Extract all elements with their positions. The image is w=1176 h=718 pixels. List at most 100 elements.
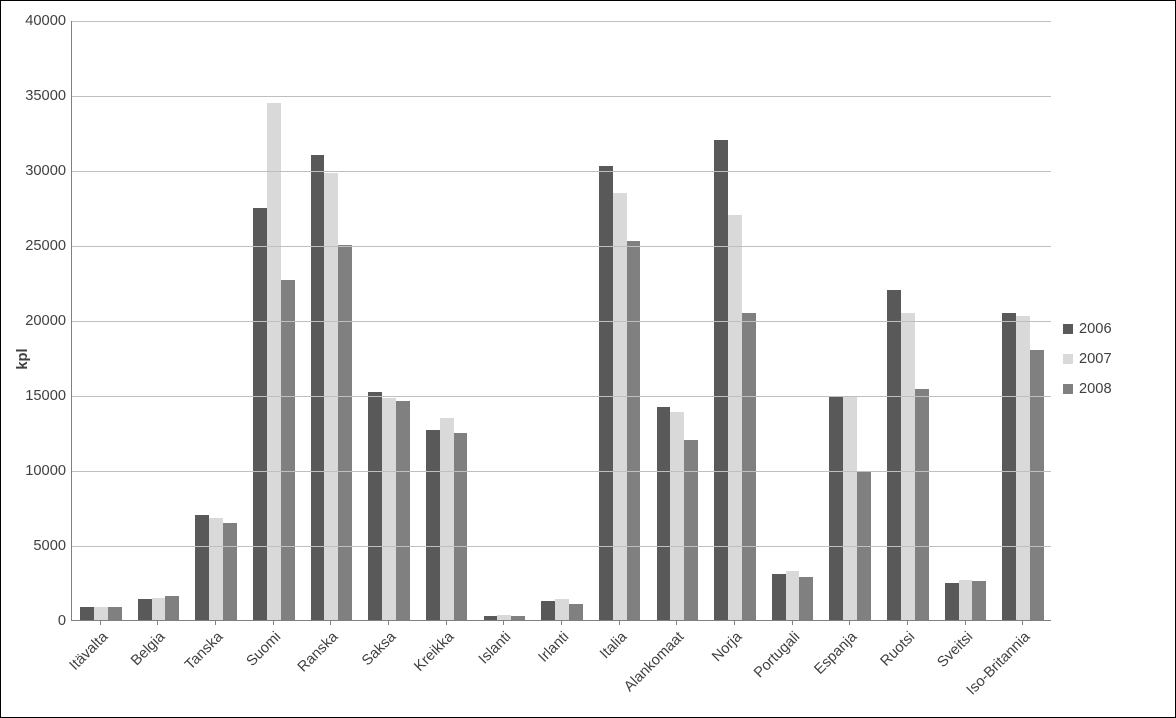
x-tick xyxy=(619,621,620,625)
x-tick xyxy=(273,621,274,625)
bar xyxy=(165,596,179,620)
grid-line xyxy=(72,546,1051,547)
x-tick xyxy=(503,621,504,625)
x-tick xyxy=(215,621,216,625)
bar xyxy=(627,241,641,621)
x-tick-label: Italia xyxy=(597,629,630,662)
x-tick xyxy=(330,621,331,625)
legend-item: 2006 xyxy=(1063,321,1112,337)
y-tick-label: 5000 xyxy=(33,538,72,554)
bar xyxy=(108,607,122,621)
y-tick-label: 15000 xyxy=(25,388,72,404)
x-tick-label: Irlanti xyxy=(536,629,573,666)
bar xyxy=(1030,350,1044,620)
x-tick xyxy=(676,621,677,625)
bar xyxy=(426,430,440,621)
bar xyxy=(195,515,209,620)
bar xyxy=(569,604,583,621)
bar xyxy=(253,208,267,621)
grid-line xyxy=(72,321,1051,322)
y-tick-label: 30000 xyxy=(25,163,72,179)
x-tick-label: Norja xyxy=(709,629,745,665)
bar xyxy=(223,523,237,621)
x-tick-label: Alankomaat xyxy=(622,629,688,695)
bar xyxy=(684,440,698,620)
bar xyxy=(945,583,959,621)
grid-line xyxy=(72,96,1051,97)
bar xyxy=(382,398,396,620)
bar xyxy=(338,245,352,620)
y-axis-title: kpl xyxy=(15,348,31,369)
legend: 2006 2007 2008 xyxy=(1063,321,1112,397)
grid-line xyxy=(72,396,1051,397)
x-tick xyxy=(388,621,389,625)
bar xyxy=(1016,316,1030,621)
x-tick-label: Espanja xyxy=(812,629,861,678)
x-labels-layer: ItävaltaBelgiaTanskaSuomiRanskaSaksaKrei… xyxy=(71,621,1051,711)
plot-wrap: 0500010000150002000025000300003500040000 xyxy=(71,21,1051,621)
x-tick-label: Sveitsi xyxy=(934,629,976,671)
bar xyxy=(267,103,281,621)
x-tick-label: Itävalta xyxy=(66,629,111,674)
bar xyxy=(152,598,166,621)
bar xyxy=(484,616,498,621)
bar xyxy=(843,397,857,621)
legend-item: 2008 xyxy=(1063,381,1112,397)
bar xyxy=(511,616,525,621)
grid-line xyxy=(72,471,1051,472)
x-tick xyxy=(446,621,447,625)
x-tick xyxy=(561,621,562,625)
bar xyxy=(396,401,410,620)
bar xyxy=(599,166,613,621)
bar xyxy=(772,574,786,621)
bar xyxy=(94,607,108,621)
bar xyxy=(972,581,986,620)
plot-area: 0500010000150002000025000300003500040000 xyxy=(71,21,1051,621)
grid-line xyxy=(72,21,1051,22)
bar xyxy=(915,389,929,620)
bar xyxy=(657,407,671,620)
bar xyxy=(281,280,295,621)
y-tick-label: 20000 xyxy=(25,313,72,329)
bar xyxy=(613,193,627,621)
bar xyxy=(440,418,454,621)
bar xyxy=(901,313,915,621)
x-tick xyxy=(965,621,966,625)
bar xyxy=(368,392,382,620)
x-tick xyxy=(734,621,735,625)
y-tick-label: 25000 xyxy=(25,238,72,254)
x-tick-label: Ruotsi xyxy=(877,629,918,670)
grid-line xyxy=(72,171,1051,172)
bar xyxy=(786,571,800,621)
legend-label: 2008 xyxy=(1079,381,1112,397)
bar xyxy=(138,599,152,620)
x-tick-label: Islanti xyxy=(476,629,514,667)
bar xyxy=(799,577,813,621)
x-tick-label: Belgia xyxy=(129,629,169,669)
y-tick-label: 40000 xyxy=(25,13,72,29)
bar xyxy=(714,140,728,620)
bar xyxy=(555,599,569,620)
x-tick-label: Ranska xyxy=(295,629,341,675)
legend-item: 2007 xyxy=(1063,351,1112,367)
bar xyxy=(541,601,555,621)
bar xyxy=(497,615,511,620)
bar xyxy=(829,397,843,621)
x-tick xyxy=(157,621,158,625)
legend-label: 2006 xyxy=(1079,321,1112,337)
x-tick-label: Tanska xyxy=(182,629,226,673)
legend-swatch xyxy=(1063,354,1073,364)
x-tick-label: Suomi xyxy=(243,629,284,670)
bar xyxy=(670,412,684,621)
bar xyxy=(887,290,901,620)
bar xyxy=(959,580,973,621)
bar xyxy=(728,215,742,620)
bar xyxy=(742,313,756,621)
x-tick xyxy=(1022,621,1023,625)
x-tick-label: Kreikka xyxy=(411,629,457,675)
bar xyxy=(454,433,468,621)
y-tick-label: 10000 xyxy=(25,463,72,479)
bar xyxy=(311,155,325,620)
grid-line xyxy=(72,246,1051,247)
y-tick-label: 0 xyxy=(58,613,72,629)
